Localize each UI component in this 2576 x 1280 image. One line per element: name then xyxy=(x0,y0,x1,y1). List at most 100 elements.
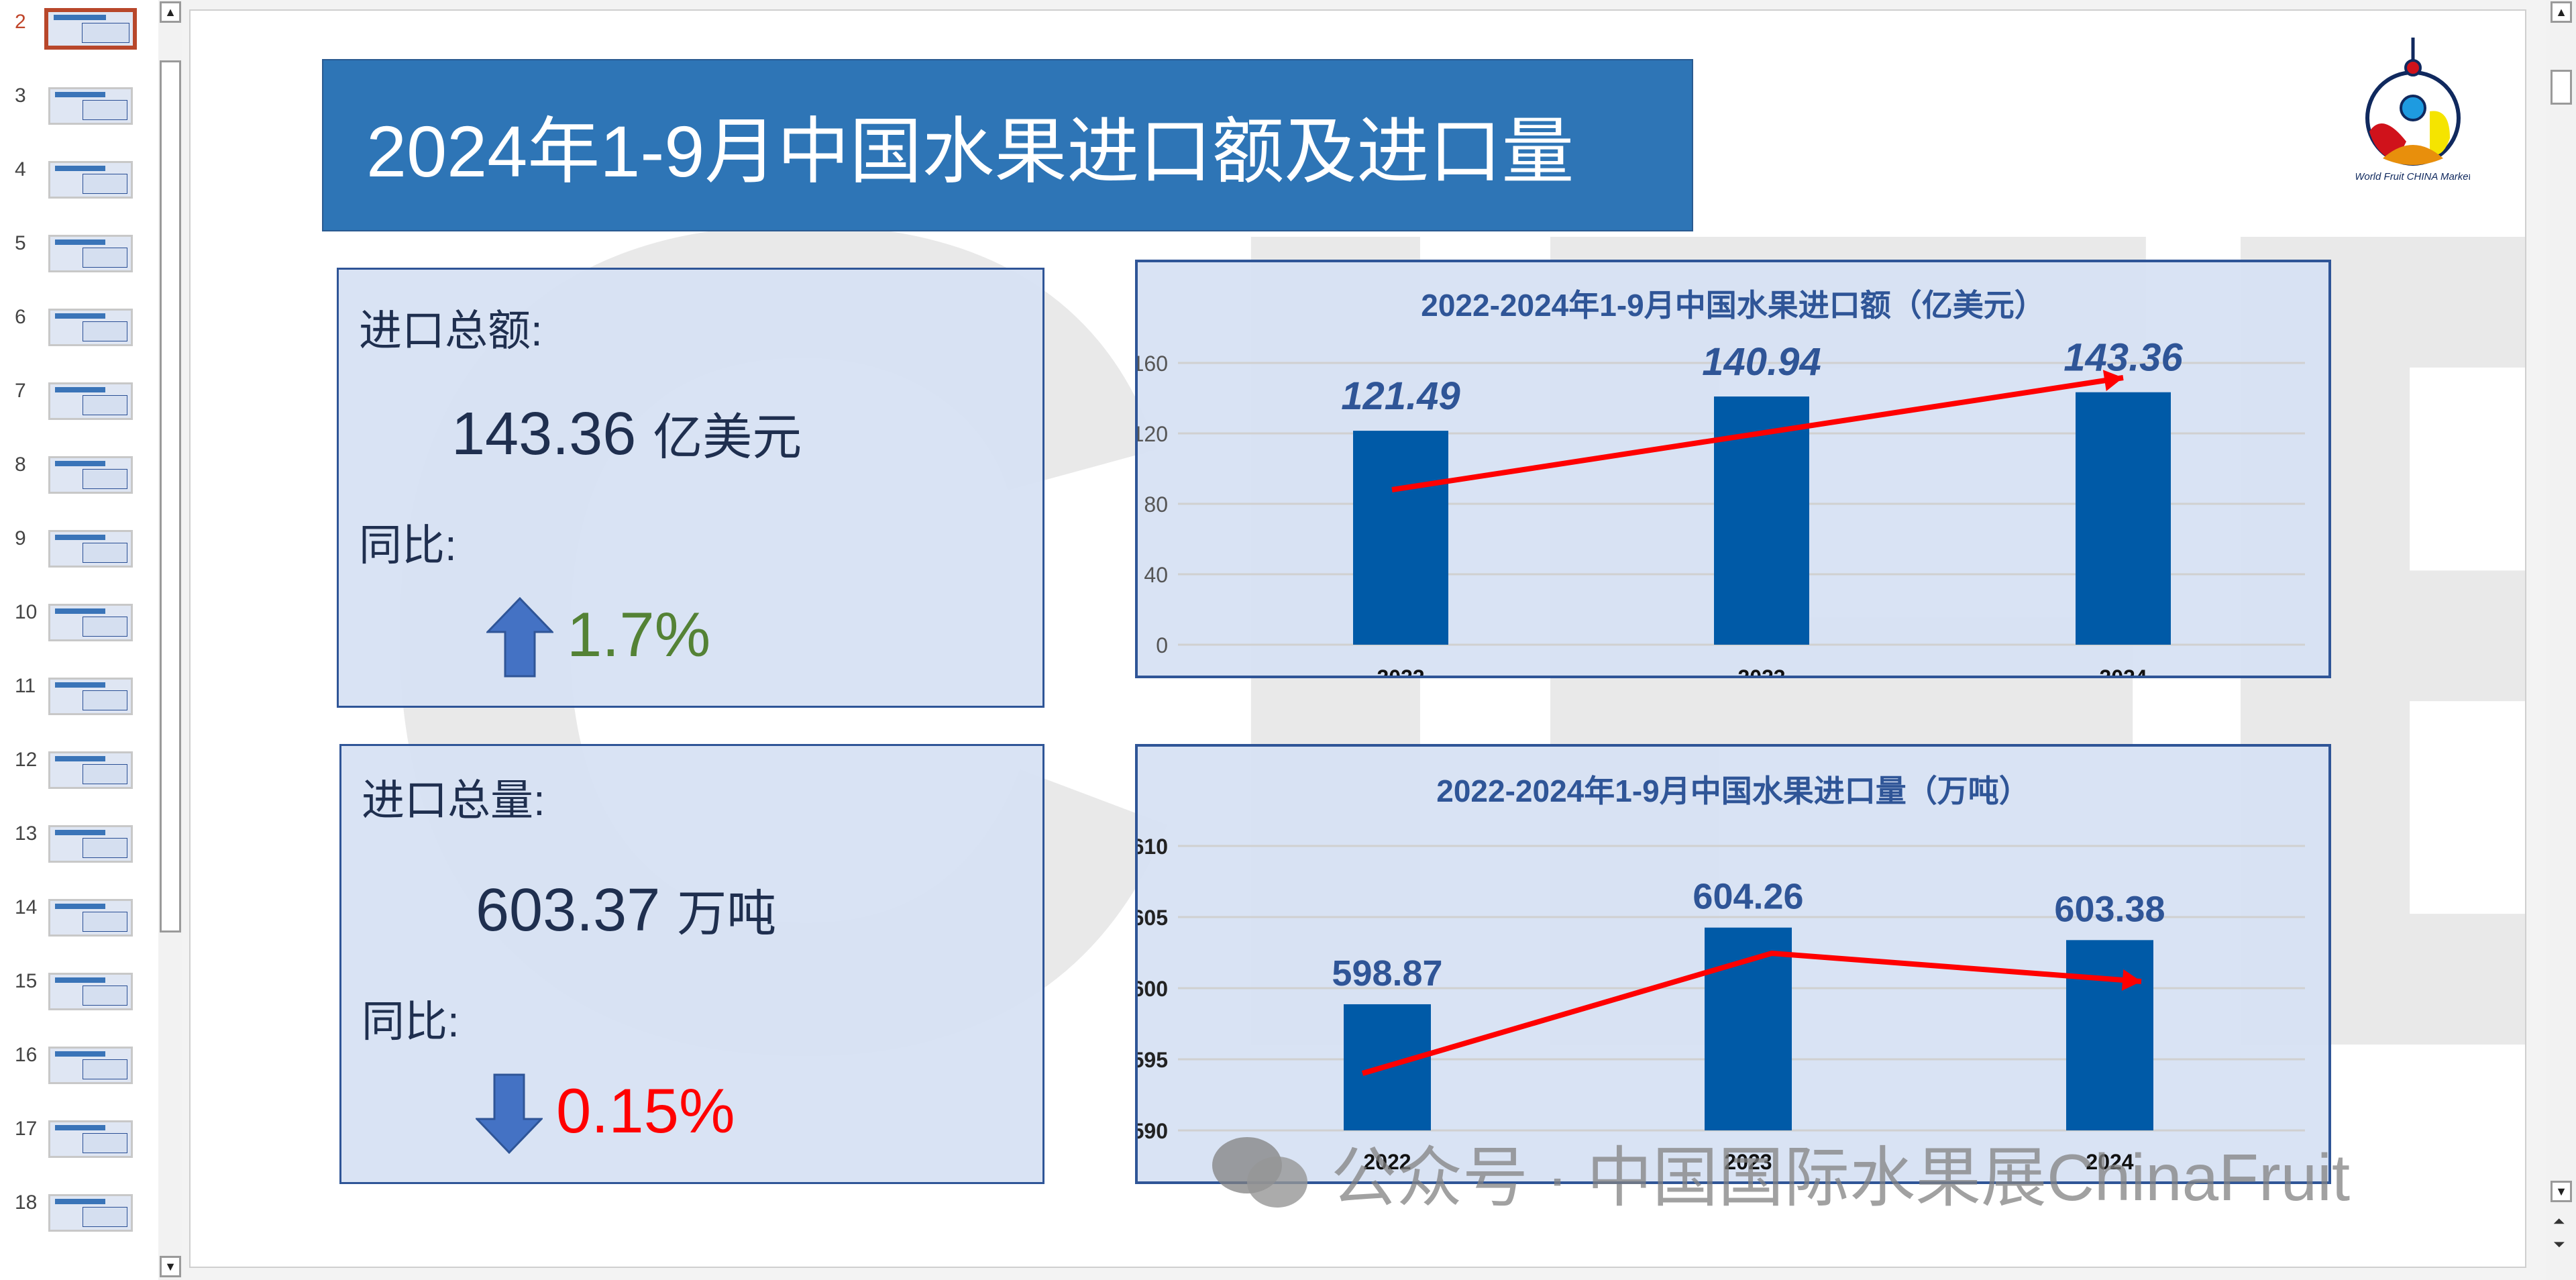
thumbnail-number: 10 xyxy=(15,601,38,623)
import-volume-box: 进口总量: 603.37 万吨 同比: 0.15% xyxy=(339,744,1044,1184)
thumbnail-number: 16 xyxy=(15,1044,38,1066)
slide-thumbnail[interactable] xyxy=(48,456,133,494)
x-tick-label: 2022 xyxy=(1377,665,1424,676)
next-slide-icon[interactable]: ⏷ xyxy=(2553,1236,2565,1252)
thumbnail-number: 8 xyxy=(15,454,26,476)
x-tick-label: 2023 xyxy=(1724,1150,1772,1174)
slide-thumbnail[interactable] xyxy=(44,8,137,50)
slide-thumbnail[interactable] xyxy=(48,309,133,346)
x-tick-label: 2024 xyxy=(2099,665,2147,676)
data-label: 140.94 xyxy=(1702,340,1821,384)
slide-thumbnail[interactable] xyxy=(48,235,133,272)
trend-arrow xyxy=(1361,950,2142,1076)
thumbnail-number: 11 xyxy=(15,675,36,697)
scroll-down-button[interactable]: ▼ xyxy=(2551,1181,2572,1202)
wechat-watermark: 公众号 · 中国国际水果展ChinaFruit xyxy=(1210,1124,2350,1220)
bar-2022 xyxy=(1353,431,1448,645)
data-label: 121.49 xyxy=(1341,374,1460,418)
thumbnail-number: 3 xyxy=(15,85,26,107)
thumbnail-number: 4 xyxy=(15,158,26,180)
x-tick-label: 2023 xyxy=(1737,665,1785,676)
trend-arrowhead xyxy=(2102,370,2123,392)
slide-thumbnail[interactable] xyxy=(48,1194,133,1232)
slide-scrollbar[interactable]: ▲ ▼ ⏶ ⏷ xyxy=(2546,0,2576,1280)
import-value-label: 进口总额: xyxy=(359,307,543,355)
slide-thumbnail[interactable] xyxy=(48,1120,133,1158)
slide-thumbnail[interactable] xyxy=(48,825,133,863)
slide-thumbnail[interactable] xyxy=(48,382,133,420)
title-banner: 2024年1-9月中国水果进口额及进口量 xyxy=(322,59,1693,231)
y-tick-label: 605 xyxy=(1138,906,1168,930)
slide-thumbnail[interactable] xyxy=(48,899,133,937)
thumbnail-number: 7 xyxy=(15,380,26,402)
data-label: 143.36 xyxy=(2063,336,2183,380)
y-tick-label: 0 xyxy=(1156,633,1168,657)
y-tick-label: 595 xyxy=(1138,1048,1168,1072)
yoy-value: 0.15% xyxy=(556,1075,735,1146)
x-tick-label: 2024 xyxy=(2086,1150,2133,1174)
slide-title: 2024年1-9月中国水果进口额及进口量 xyxy=(366,110,1574,192)
y-tick-label: 80 xyxy=(1144,492,1168,517)
import-volume: 603.37 万吨 xyxy=(476,877,777,944)
import-value-chart: 2022-2024年1-9月中国水果进口额（亿美元） 0 40 80 120 160 121… xyxy=(1135,260,2331,678)
import-value: 143.36 亿美元 xyxy=(451,401,802,468)
import-volume-chart: 2022-2024年1-9月中国水果进口量（万吨） 590 595 600 605 610… xyxy=(1135,744,2331,1184)
scroll-up-button[interactable]: ▲ xyxy=(2551,1,2572,23)
scrollbar-thumb[interactable] xyxy=(160,60,181,932)
slide-thumbnail[interactable] xyxy=(48,973,133,1010)
y-tick-label: 160 xyxy=(1138,352,1168,376)
slide-thumbnail[interactable] xyxy=(48,87,133,125)
slide-thumbnail[interactable] xyxy=(48,751,133,789)
y-tick-label: 40 xyxy=(1144,563,1168,587)
thumbnail-number: 6 xyxy=(15,306,26,328)
y-tick-label: 120 xyxy=(1138,422,1168,446)
yoy-label: 同比: xyxy=(362,998,460,1046)
arrow-down-icon xyxy=(476,1073,543,1154)
yoy-label: 同比: xyxy=(359,521,457,570)
thumbnail-number: 12 xyxy=(15,749,38,771)
bar-2024 xyxy=(2076,392,2171,645)
thumbnail-number: 5 xyxy=(15,232,26,254)
y-tick-label: 590 xyxy=(1138,1119,1168,1143)
thumbnail-number: 18 xyxy=(15,1191,38,1214)
data-label: 603.38 xyxy=(2054,889,2165,929)
thumbnail-number: 15 xyxy=(15,970,38,992)
yoy-value: 1.7% xyxy=(567,599,711,670)
arrow-up-icon xyxy=(486,597,553,678)
thumbnail-number: 9 xyxy=(15,527,26,549)
thumbnail-number: 17 xyxy=(15,1118,38,1140)
svg-text:World Fruit CHINA Market: World Fruit CHINA Market xyxy=(2356,171,2470,182)
import-value-box: 进口总额: 143.36 亿美元 同比: 1.7% xyxy=(337,268,1044,708)
slide-thumbnail[interactable] xyxy=(48,530,133,568)
slide-thumbnail-pane: 2 3 4 5 6 7 8 9 10 11 12 13 14 15 16 17 18 xyxy=(0,0,158,1280)
world-fruit-china-market-logo: World Fruit CHINA Market xyxy=(2356,38,2470,182)
slide-thumbnail[interactable] xyxy=(48,678,133,715)
slide-canvas[interactable]: CIFE 2024年1-9月中国水果进口额及进口量 进口总额: 143.36 亿… xyxy=(189,9,2526,1268)
chart-svg: 2022-2024年1-9月中国水果进口量（万吨） 590 595 600 605 610… xyxy=(1138,774,2305,1174)
thumbnail-number: 13 xyxy=(15,822,38,845)
previous-slide-icon[interactable]: ⏶ xyxy=(2553,1213,2565,1230)
y-tick-label: 600 xyxy=(1138,977,1168,1001)
scroll-up-button[interactable]: ▲ xyxy=(160,1,181,23)
import-volume-label: 进口总量: xyxy=(362,776,545,824)
trend-arrow xyxy=(1391,375,2124,492)
thumbnail-number: 2 xyxy=(15,11,26,33)
thumbnail-scrollbar[interactable]: ▲ ▼ xyxy=(158,0,182,1280)
x-tick-label: 2022 xyxy=(1363,1150,1411,1174)
y-tick-label: 610 xyxy=(1138,835,1168,859)
thumbnail-number: 14 xyxy=(15,896,38,918)
slide-thumbnail[interactable] xyxy=(48,161,133,199)
bar-2024 xyxy=(2066,940,2153,1130)
wechat-icon xyxy=(1212,1137,1307,1208)
scrollbar-thumb[interactable] xyxy=(2551,70,2572,105)
scroll-down-button[interactable]: ▼ xyxy=(160,1256,181,1277)
data-label: 604.26 xyxy=(1693,877,1803,917)
watermark-text: 公众号 · 中国国际水果展ChinaFruit xyxy=(1331,1140,2351,1214)
slide-thumbnail[interactable] xyxy=(48,604,133,641)
chart-svg: 2022-2024年1-9月中国水果进口额（亿美元） 0 40 80 120 160 121… xyxy=(1138,288,2305,676)
chart-title: 2022-2024年1-9月中国水果进口量（万吨） xyxy=(1436,774,2029,808)
data-label: 598.87 xyxy=(1332,953,1442,994)
slide-thumbnail[interactable] xyxy=(48,1047,133,1084)
trend-arrowhead xyxy=(2121,969,2141,991)
chart-title: 2022-2024年1-9月中国水果进口额（亿美元） xyxy=(1421,288,2045,323)
